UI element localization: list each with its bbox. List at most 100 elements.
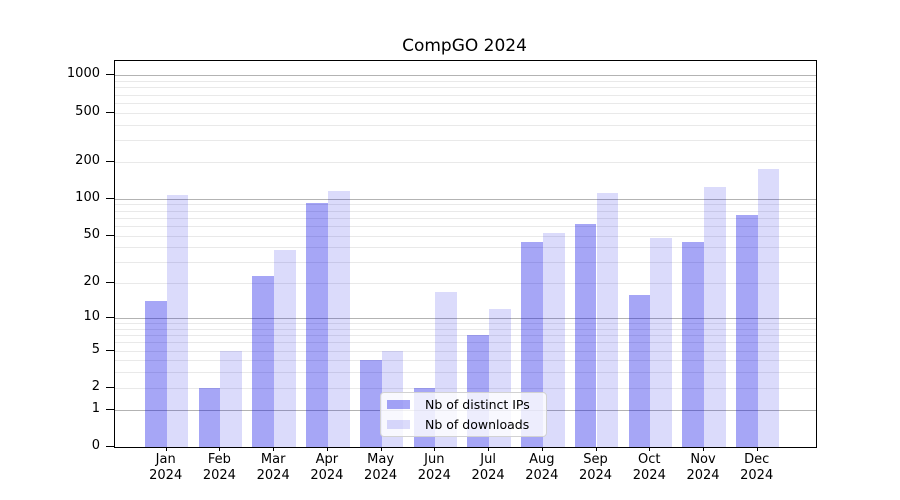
- minor-gridline: [115, 235, 816, 237]
- y-tick-label-50: 50: [83, 226, 100, 242]
- plot-area: [114, 60, 817, 448]
- minor-gridline: [115, 372, 816, 374]
- y-tick-label-5: 5: [91, 341, 100, 357]
- bar-downloads-jan: [166, 194, 189, 447]
- bar-distinct-ips-dec: [735, 214, 758, 447]
- bar-distinct-ips-may: [359, 360, 382, 447]
- minor-gridline: [115, 124, 816, 126]
- minor-gridline: [115, 112, 816, 114]
- bar-distinct-ips-mar: [252, 276, 275, 447]
- x-tick-nov: [703, 447, 704, 451]
- major-gridline-100: [115, 198, 816, 200]
- x-tick-label-mar: Mar 2024: [256, 452, 290, 483]
- minor-gridline: [115, 217, 816, 219]
- minor-gridline: [115, 102, 816, 104]
- x-tick-jun: [434, 447, 436, 451]
- minor-gridline: [115, 342, 816, 344]
- x-tick-label-jul: Jul 2024: [471, 452, 505, 483]
- minor-gridline: [115, 94, 816, 96]
- x-tick-may: [380, 447, 382, 451]
- legend: Nb of distinct IPs Nb of downloads: [380, 392, 547, 437]
- minor-gridline: [115, 335, 816, 337]
- x-tick-label-jan: Jan 2024: [149, 452, 183, 483]
- x-tick-aug: [541, 447, 543, 451]
- y-tick-2: [106, 386, 114, 388]
- minor-gridline: [115, 161, 816, 163]
- x-tick-feb: [219, 447, 221, 451]
- x-tick-mar: [273, 447, 275, 451]
- y-tick-20: [106, 282, 114, 284]
- minor-gridline: [115, 210, 816, 212]
- x-tick-apr: [326, 447, 328, 451]
- bar-distinct-ips-sep: [574, 224, 597, 447]
- minor-gridline: [115, 204, 816, 206]
- y-tick-0: [106, 446, 114, 447]
- minor-gridline: [115, 360, 816, 362]
- x-tick-label-apr: Apr 2024: [310, 452, 344, 483]
- major-gridline-1000: [115, 75, 816, 77]
- minor-gridline: [115, 262, 816, 264]
- y-tick-1000: [106, 74, 114, 76]
- legend-label-downloads: Nb of downloads: [425, 416, 530, 432]
- chart-title: CompGO 2024: [402, 36, 527, 56]
- y-tick-label-20: 20: [83, 274, 100, 290]
- x-tick-label-dec: Dec 2024: [740, 452, 774, 483]
- legend-swatch-downloads: [387, 419, 410, 429]
- y-tick-label-1: 1: [91, 400, 100, 416]
- x-tick-sep: [595, 447, 597, 451]
- y-tick-1: [106, 408, 114, 410]
- y-tick-label-2: 2: [91, 378, 100, 394]
- x-tick-jan: [165, 447, 167, 451]
- bar-downloads-oct: [650, 237, 673, 447]
- legend-swatch-distinct-ips: [387, 400, 410, 410]
- bar-downloads-nov: [704, 186, 726, 447]
- legend-item-distinct-ips: Nb of distinct IPs: [381, 396, 546, 414]
- y-tick-200: [106, 160, 114, 162]
- bar-distinct-ips-jan: [144, 301, 167, 447]
- y-tick-50: [106, 234, 114, 236]
- bar-downloads-sep: [596, 192, 619, 447]
- bar-distinct-ips-oct: [628, 294, 651, 447]
- minor-gridline: [115, 323, 816, 325]
- legend-label-distinct-ips: Nb of distinct IPs: [425, 397, 530, 413]
- minor-gridline: [115, 225, 816, 227]
- y-tick-100: [106, 197, 114, 199]
- minor-gridline: [115, 387, 816, 389]
- x-tick-label-oct: Oct 2024: [632, 452, 666, 483]
- x-tick-label-may: May 2024: [364, 452, 398, 483]
- x-tick-dec: [756, 447, 758, 451]
- y-tick-label-500: 500: [75, 103, 100, 119]
- y-tick-label-1000: 1000: [66, 66, 100, 82]
- y-tick-label-10: 10: [83, 309, 100, 324]
- x-tick-label-jun: Jun 2024: [417, 452, 451, 483]
- legend-item-downloads: Nb of downloads: [381, 415, 546, 433]
- minor-gridline: [115, 247, 816, 249]
- minor-gridline: [115, 283, 816, 285]
- bar-downloads-mar: [274, 249, 296, 447]
- y-tick-label-200: 200: [75, 152, 100, 168]
- minor-gridline: [115, 81, 816, 82]
- y-tick-label-0: 0: [91, 438, 100, 453]
- bar-distinct-ips-feb: [198, 387, 221, 447]
- bar-downloads-apr: [327, 191, 350, 447]
- bar-downloads-aug: [542, 233, 565, 447]
- bar-downloads-feb: [220, 350, 243, 447]
- bar-downloads-dec: [757, 169, 780, 447]
- minor-gridline: [115, 328, 816, 330]
- bar-distinct-ips-apr: [306, 203, 328, 447]
- minor-gridline: [115, 87, 816, 89]
- x-tick-label-nov: Nov 2024: [686, 452, 720, 483]
- major-gridline-10: [115, 318, 816, 319]
- y-tick-500: [106, 111, 114, 113]
- y-tick-5: [106, 349, 114, 351]
- y-tick-label-100: 100: [75, 189, 100, 205]
- x-tick-label-feb: Feb 2024: [202, 452, 236, 483]
- minor-gridline: [115, 350, 816, 352]
- x-tick-label-aug: Aug 2024: [525, 452, 559, 483]
- minor-gridline: [115, 140, 816, 141]
- x-tick-jul: [488, 447, 490, 451]
- bar-distinct-ips-nov: [682, 242, 704, 447]
- y-tick-10: [106, 317, 114, 318]
- x-tick-label-sep: Sep 2024: [578, 452, 613, 483]
